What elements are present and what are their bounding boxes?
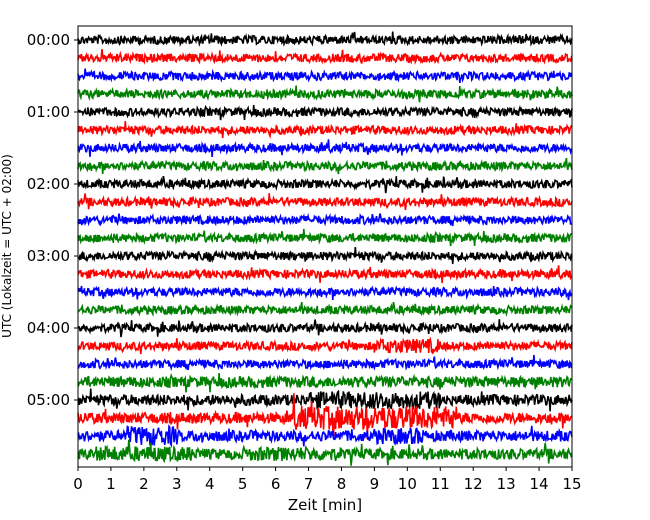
- trace-16: [77, 319, 573, 338]
- x-tick-label: 9: [370, 475, 380, 493]
- y-tick-label: 05:00: [27, 391, 70, 409]
- x-tick-label: 12: [464, 475, 483, 493]
- trace-3: [77, 85, 573, 103]
- trace-18: [77, 354, 573, 372]
- trace-4: [77, 104, 573, 121]
- trace-19: [77, 372, 573, 393]
- x-tick-label: 7: [304, 475, 314, 493]
- x-tick-label: 15: [562, 475, 581, 493]
- trace-6: [77, 139, 573, 158]
- plot-frame: [77, 25, 573, 468]
- trace-2: [77, 68, 573, 84]
- x-tick-label: 13: [497, 475, 516, 493]
- x-tick-label: 4: [205, 475, 215, 493]
- x-tick-label: 3: [172, 475, 182, 493]
- y-tick-label: 03:00: [27, 247, 70, 265]
- x-tick-label: 5: [238, 475, 248, 493]
- trace-22: [77, 424, 573, 449]
- x-axis-label: Zeit [min]: [288, 496, 362, 514]
- trace-12: [77, 247, 573, 265]
- x-axis: 0 1 2 3 4 5 6 7 8 9 10 11 12 13 14 15: [73, 467, 582, 493]
- trace-14: [77, 285, 573, 301]
- trace-23: [77, 439, 573, 466]
- trace-5: [77, 121, 573, 140]
- trace-11: [77, 228, 573, 247]
- trace-10: [77, 212, 572, 227]
- trace-1: [77, 49, 573, 65]
- y-axis: 00:00 01:00 02:00 03:00 04:00 05:00: [27, 31, 78, 409]
- trace-15: [77, 301, 573, 317]
- trace-7: [77, 157, 573, 175]
- trace-0: [77, 31, 573, 47]
- seismic-traces: [77, 31, 573, 466]
- y-axis-label: UTC (Lokalzeit = UTC + 02:00): [0, 154, 14, 338]
- trace-17: [77, 336, 573, 355]
- x-tick-label: 8: [337, 475, 347, 493]
- x-tick-label: 0: [73, 475, 83, 493]
- y-tick-label: 01:00: [27, 103, 70, 121]
- trace-8: [77, 175, 573, 194]
- trace-20: [77, 388, 573, 412]
- y-tick-label: 04:00: [27, 319, 70, 337]
- trace-13: [77, 265, 573, 284]
- y-tick-label: 00:00: [27, 31, 70, 49]
- x-tick-label: 6: [271, 475, 281, 493]
- x-tick-label: 14: [530, 475, 549, 493]
- x-tick-label: 11: [431, 475, 450, 493]
- trace-21: [77, 393, 573, 440]
- x-tick-label: 1: [106, 475, 116, 493]
- x-tick-label: 10: [398, 475, 417, 493]
- trace-9: [77, 193, 573, 211]
- y-tick-label: 02:00: [27, 175, 70, 193]
- x-tick-label: 2: [139, 475, 149, 493]
